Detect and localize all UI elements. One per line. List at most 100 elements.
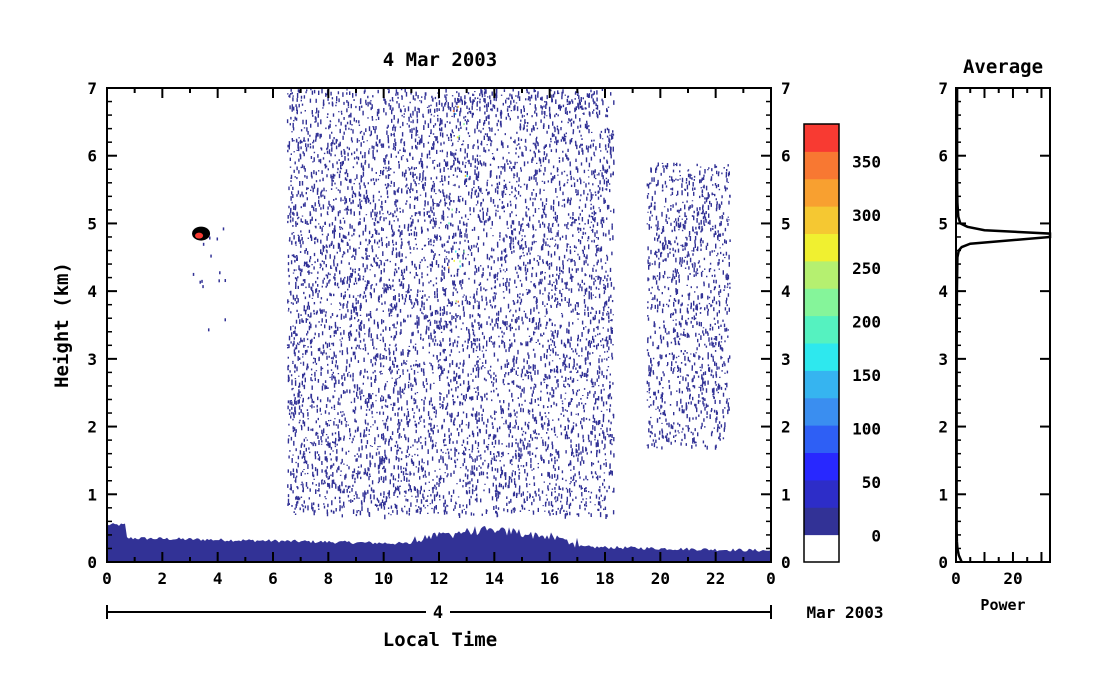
colorbar-tick-label: 350 — [852, 152, 881, 171]
avg-y-tick-label: 2 — [938, 418, 948, 437]
heatmap-region-scatter — [286, 88, 615, 520]
avg-y-tick-label: 6 — [938, 147, 948, 166]
echo-speck — [224, 279, 227, 283]
heatmap-axes: 0 2 4 6 8 10 12 14 16 18 20 22 00 01 12 23 34 45 56 67 7 — [87, 79, 790, 588]
echo-speck — [216, 237, 219, 241]
echo-speck — [210, 254, 212, 258]
colorbar-tick-label: 300 — [852, 206, 881, 225]
echo-speck — [192, 272, 195, 276]
echo-blob-core — [195, 232, 204, 239]
y-tick-label-right: 6 — [781, 147, 791, 166]
colorbar-swatch — [804, 233, 839, 262]
colorbar-swatch — [804, 315, 839, 344]
scatter-speckle — [286, 88, 615, 520]
date-axis-label-bg — [426, 602, 450, 622]
heatmap-title: 4 Mar 2003 — [383, 49, 497, 71]
y-tick-label: 3 — [87, 350, 97, 369]
colorbar-swatch — [804, 124, 839, 152]
warm-speck — [448, 222, 450, 225]
colorbar-swatch — [804, 425, 839, 453]
avg-y-tick-label: 7 — [938, 79, 948, 98]
colorbar: 0 50 100 150 200 250 300 350 — [803, 123, 881, 563]
warm-speck — [455, 300, 458, 303]
colorbar-swatch — [804, 534, 839, 563]
y-tick-label-right: 5 — [781, 214, 791, 233]
colorbar-tick-label: 150 — [852, 366, 881, 385]
colorbar-swatch — [804, 178, 839, 207]
warm-speck — [457, 300, 459, 303]
x-tick-label: 12 — [429, 569, 448, 588]
y-tick-label-right: 7 — [781, 79, 791, 98]
colorbar-swatch — [804, 507, 839, 536]
y-tick-label: 1 — [87, 485, 97, 504]
colorbar-swatch — [804, 343, 839, 371]
warm-speck — [454, 113, 457, 116]
y-tick-label: 5 — [87, 214, 97, 233]
x-tick-label: 4 — [213, 569, 223, 588]
y-tick-label-right: 3 — [781, 350, 791, 369]
colorbar-swatch — [804, 260, 839, 289]
avg-y-tick-label: 3 — [938, 350, 948, 369]
echo-speck — [202, 285, 204, 289]
echo-speck — [199, 280, 201, 284]
colorbar-frame — [803, 123, 840, 563]
x-tick-label: 6 — [268, 569, 278, 588]
colorbar-tick-label: 100 — [852, 419, 881, 438]
echo-speck — [202, 242, 205, 246]
colorbar-tick-label: 50 — [862, 473, 881, 492]
warm-speck — [458, 134, 461, 137]
colorbar-swatch — [804, 370, 839, 399]
date-axis: 4 Mar 2003 — [106, 602, 884, 623]
avg-y-tick-label: 0 — [938, 553, 948, 572]
y-tick-label-right: 1 — [781, 485, 791, 504]
warm-speck — [453, 259, 455, 262]
y-tick-label-right: 2 — [781, 418, 791, 437]
warm-speck — [464, 174, 467, 177]
average-power-line — [955, 88, 1052, 563]
avg-y-tick-label: 5 — [938, 214, 948, 233]
echo-speck — [207, 328, 210, 332]
avg-y-tick-label: 4 — [938, 282, 948, 301]
colorbar-swatch — [804, 452, 839, 481]
warm-speck — [459, 265, 461, 268]
y-tick-label: 7 — [87, 79, 97, 98]
echo-speck — [201, 279, 203, 283]
average-title: Average — [963, 56, 1043, 78]
x-tick-label: 0 — [102, 569, 112, 588]
echo-speck — [209, 236, 211, 240]
heatmap-title-text: 4 Mar 2003 — [383, 49, 497, 71]
y-tick-label-right: 4 — [781, 282, 791, 301]
echo-speck — [218, 279, 220, 283]
avg-x-tick-label: 0 — [951, 569, 961, 588]
colorbar-tick-label: 200 — [852, 313, 881, 332]
warm-speck — [463, 250, 465, 253]
x-tick-label: 16 — [540, 569, 559, 588]
colorbar-swatch — [804, 288, 839, 317]
x-tick-label: 2 — [158, 569, 168, 588]
colorbar-swatch — [804, 397, 839, 426]
x-tick-label: 0 — [766, 569, 776, 588]
warm-speck — [451, 208, 453, 211]
colorbar-swatch — [804, 151, 839, 180]
echo-speck — [219, 271, 221, 275]
average-xlabel: Power — [980, 596, 1025, 614]
y-tick-label: 4 — [87, 282, 97, 301]
x-tick-label: 10 — [374, 569, 393, 588]
date-axis-day-label: 4 — [433, 603, 443, 623]
y-tick-label: 2 — [87, 418, 97, 437]
heatmap-xlabel: Local Time — [383, 629, 497, 651]
colorbar-swatch — [804, 206, 839, 234]
warm-speck — [456, 136, 459, 139]
colorbar-tick-label: 0 — [871, 526, 881, 545]
avg-y-tick-label: 1 — [938, 485, 948, 504]
warm-speck — [455, 250, 457, 253]
heatmap-region-scatter — [646, 162, 731, 450]
echo-speck — [222, 227, 225, 231]
warm-speck — [448, 266, 450, 269]
warm-speck — [457, 105, 459, 108]
colorbar-swatch — [804, 479, 839, 508]
avg-x-tick-label: 20 — [1003, 569, 1022, 588]
warm-speck — [452, 109, 455, 112]
echo-speck — [224, 318, 227, 322]
y-tick-label-right: 0 — [781, 553, 791, 572]
